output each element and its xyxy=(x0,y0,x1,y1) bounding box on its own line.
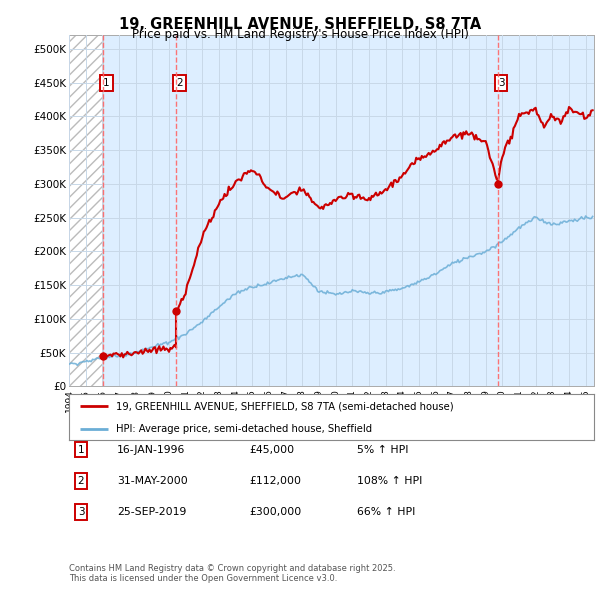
Text: Price paid vs. HM Land Registry's House Price Index (HPI): Price paid vs. HM Land Registry's House … xyxy=(131,28,469,41)
Text: 19, GREENHILL AVENUE, SHEFFIELD, S8 7TA: 19, GREENHILL AVENUE, SHEFFIELD, S8 7TA xyxy=(119,17,481,31)
Text: 66% ↑ HPI: 66% ↑ HPI xyxy=(357,507,415,517)
Text: 2: 2 xyxy=(176,78,182,88)
Text: 3: 3 xyxy=(77,507,85,517)
Text: £112,000: £112,000 xyxy=(249,476,301,486)
Text: £300,000: £300,000 xyxy=(249,507,301,517)
Text: HPI: Average price, semi-detached house, Sheffield: HPI: Average price, semi-detached house,… xyxy=(116,424,373,434)
Text: 25-SEP-2019: 25-SEP-2019 xyxy=(117,507,187,517)
Text: 1: 1 xyxy=(103,78,110,88)
Text: £45,000: £45,000 xyxy=(249,445,294,454)
Text: 19, GREENHILL AVENUE, SHEFFIELD, S8 7TA (semi-detached house): 19, GREENHILL AVENUE, SHEFFIELD, S8 7TA … xyxy=(116,401,454,411)
Bar xyxy=(69,35,103,386)
Text: 1: 1 xyxy=(77,445,85,454)
Text: 5% ↑ HPI: 5% ↑ HPI xyxy=(357,445,409,454)
Text: 16-JAN-1996: 16-JAN-1996 xyxy=(117,445,185,454)
Text: 31-MAY-2000: 31-MAY-2000 xyxy=(117,476,188,486)
Text: 2: 2 xyxy=(77,476,85,486)
Text: 3: 3 xyxy=(498,78,505,88)
Text: 108% ↑ HPI: 108% ↑ HPI xyxy=(357,476,422,486)
Text: Contains HM Land Registry data © Crown copyright and database right 2025.
This d: Contains HM Land Registry data © Crown c… xyxy=(69,563,395,583)
